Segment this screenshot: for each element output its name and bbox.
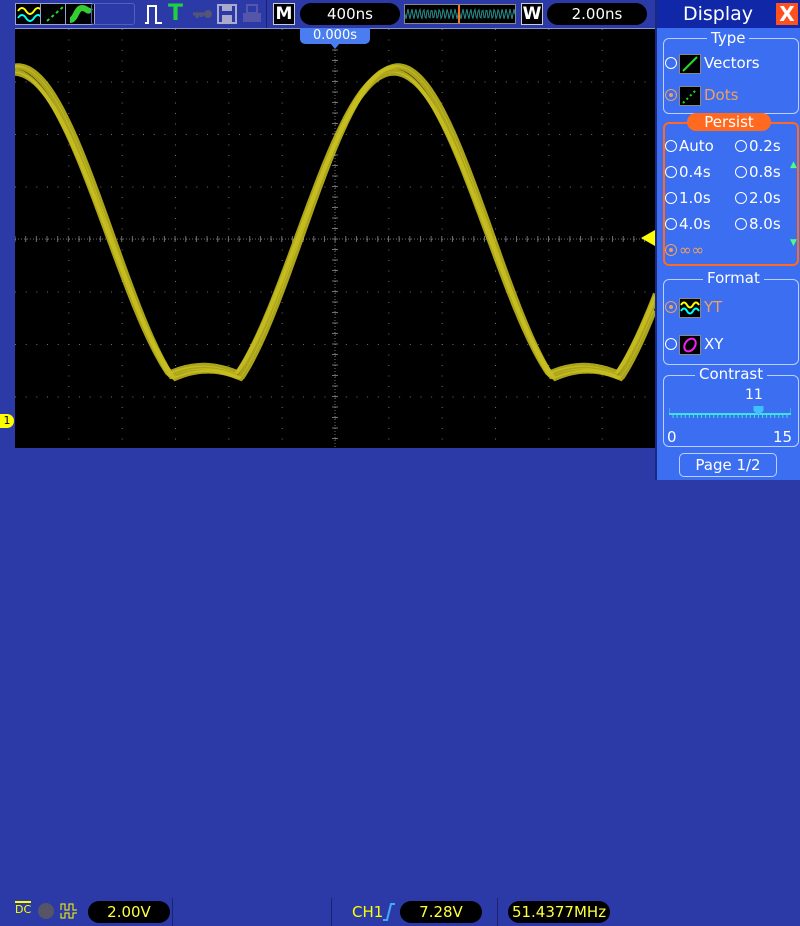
invert-icon [60, 902, 78, 924]
ch1-waveform-trace [14, 71, 657, 375]
persist-option[interactable]: 0.2s [735, 136, 781, 156]
scroll-down-icon[interactable]: ▼ [790, 238, 797, 248]
radio[interactable] [735, 192, 747, 204]
divider [266, 0, 267, 28]
contrast-label: Contrast [695, 366, 768, 382]
radio[interactable] [665, 301, 677, 313]
yt-icon [679, 297, 701, 318]
display-menu-panel: Display X Type Vectors Dots Persist Auto… [655, 0, 800, 480]
channel1-ground-marker[interactable]: 1 [0, 414, 14, 428]
trigger-position-marker[interactable] [330, 43, 340, 49]
persist-option[interactable]: Auto [665, 136, 714, 156]
persist-option[interactable]: 0.4s [665, 162, 711, 182]
radio[interactable] [735, 166, 747, 178]
contrast-value: 11 [745, 387, 763, 403]
radio[interactable] [665, 244, 677, 256]
contrast-max: 15 [773, 428, 793, 446]
trigger-position-label: 0.000s [300, 28, 370, 44]
radio[interactable] [665, 89, 677, 101]
contrast-slider-thumb [753, 406, 764, 415]
scroll-up-icon[interactable]: ▲ [790, 160, 797, 170]
status-bar: DC 2.00V CH1 7.28V 51.4377MHz [0, 448, 655, 926]
option-label: 4.0s [679, 215, 711, 233]
top-toolbar: T M 400ns W 2.00ns [0, 0, 655, 28]
radio[interactable] [665, 338, 677, 350]
option-label: YT [704, 298, 723, 316]
ch1-scale-value[interactable]: 2.00V [88, 901, 170, 923]
memory-window-overview[interactable] [404, 4, 516, 24]
trigger-level-value[interactable]: 7.28V [400, 901, 482, 923]
option-label: 8.0s [749, 215, 781, 233]
option-label: 0.4s [679, 163, 711, 181]
option-label: Auto [679, 137, 714, 155]
persist-option[interactable]: 4.0s [665, 214, 711, 234]
waveform-screen[interactable] [14, 28, 657, 449]
waveform-grid [14, 28, 657, 449]
persist-label: Persist [687, 113, 771, 131]
radio[interactable] [665, 140, 677, 152]
close-button[interactable]: X [776, 3, 798, 25]
persist-option[interactable]: 8.0s [735, 214, 781, 234]
key-icon [191, 3, 213, 29]
window-timebase-badge: W [521, 3, 543, 25]
dots-icon [679, 85, 701, 106]
page-button[interactable]: Page 1/2 [679, 453, 777, 477]
vectors-icon [679, 53, 701, 74]
divider [331, 898, 332, 926]
pulse-icon [144, 3, 164, 29]
radio[interactable] [665, 218, 677, 230]
type-option-dots[interactable]: Dots [665, 85, 738, 106]
option-label: 1.0s [679, 189, 711, 207]
xy-icon [679, 334, 701, 355]
radio[interactable] [665, 166, 677, 178]
trigger-source: CH1 [352, 903, 384, 921]
format-option-xy[interactable]: XY [665, 334, 723, 355]
window-timebase-value[interactable]: 2.00ns [547, 3, 647, 25]
divider [497, 898, 498, 926]
trigger-T-icon: T [168, 1, 184, 26]
ch1-waveform-trace [14, 63, 657, 382]
radio[interactable] [735, 140, 747, 152]
contrast-min: 0 [667, 428, 677, 446]
persist-option[interactable]: 0.8s [735, 162, 781, 182]
persist-option[interactable]: 2.0s [735, 188, 781, 208]
format-label: Format [703, 270, 764, 286]
option-label: Vectors [704, 54, 760, 72]
radio[interactable] [665, 192, 677, 204]
option-label: XY [704, 335, 724, 353]
blank-slot [91, 3, 135, 25]
option-label: 2.0s [749, 189, 781, 207]
persist-display-icon[interactable] [65, 3, 95, 25]
persist-option[interactable]: ∞∞ [665, 240, 704, 260]
persist-option[interactable]: 1.0s [665, 188, 711, 208]
divider [172, 898, 173, 926]
option-label: 0.8s [749, 163, 781, 181]
printer-icon [241, 3, 263, 29]
option-label: ∞∞ [679, 241, 704, 259]
radio[interactable] [665, 57, 677, 69]
coupling-dc-icon: DC [15, 901, 32, 916]
frequency-counter: 51.4377MHz [508, 901, 610, 923]
type-option-vectors[interactable]: Vectors [665, 53, 760, 74]
trigger-level-marker[interactable] [641, 230, 655, 246]
bandwidth-limit-icon [38, 903, 54, 919]
timebase-value[interactable]: 400ns [300, 3, 400, 25]
contrast-slider[interactable] [668, 405, 792, 419]
format-option-yt[interactable]: YT [665, 297, 722, 318]
type-label: Type [707, 30, 750, 46]
radio[interactable] [735, 218, 747, 230]
main-timebase-badge: M [273, 3, 295, 25]
option-label: 0.2s [749, 137, 781, 155]
rising-edge-icon [382, 902, 396, 926]
save-disk-icon [216, 3, 238, 29]
option-label: Dots [704, 86, 739, 104]
